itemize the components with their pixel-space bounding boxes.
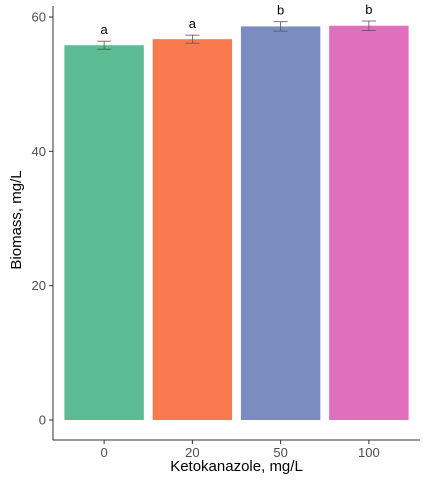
y-tick-label: 0 bbox=[39, 413, 46, 428]
x-tick-label: 20 bbox=[185, 445, 199, 460]
y-axis-ticks: 0 20 40 60 bbox=[32, 10, 53, 428]
y-tick-label: 20 bbox=[32, 278, 46, 293]
y-axis-title: Biomass, mg/L bbox=[8, 170, 25, 269]
bars-group bbox=[64, 25, 409, 421]
bar-100 bbox=[329, 25, 409, 421]
bar-20 bbox=[152, 39, 233, 420]
significance-label-50: b bbox=[277, 3, 284, 18]
y-tick-label: 60 bbox=[32, 10, 46, 25]
x-axis-ticks: 0 20 50 100 bbox=[101, 440, 380, 460]
error-bars-group bbox=[97, 20, 376, 50]
bar-50 bbox=[240, 26, 321, 421]
significance-label-100: b bbox=[365, 2, 372, 17]
error-bar-100 bbox=[361, 20, 376, 31]
bar-0 bbox=[64, 45, 144, 421]
error-bar-20 bbox=[185, 34, 200, 44]
y-tick-label: 40 bbox=[32, 144, 46, 159]
error-bar-50 bbox=[273, 21, 288, 32]
x-tick-label: 100 bbox=[358, 445, 380, 460]
x-axis-title: Ketokanazole, mg/L bbox=[170, 458, 303, 475]
significance-label-20: a bbox=[189, 16, 197, 31]
significance-label-0: a bbox=[101, 22, 109, 37]
x-tick-label: 0 bbox=[101, 445, 108, 460]
error-bar-0 bbox=[97, 40, 112, 50]
x-tick-label: 50 bbox=[273, 445, 287, 460]
significance-labels-group: a a b b bbox=[101, 2, 373, 37]
